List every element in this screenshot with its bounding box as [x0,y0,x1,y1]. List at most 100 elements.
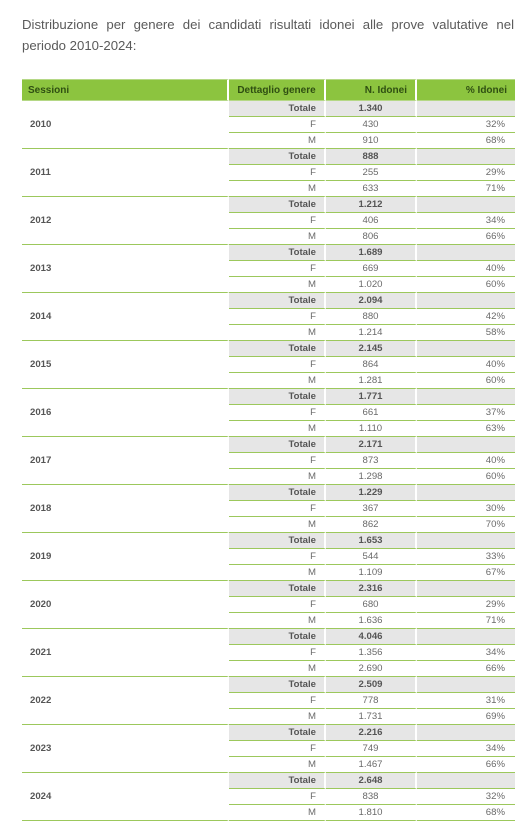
m-count: 633 [326,181,417,197]
table-row-m: M 1.020 60% [22,277,515,293]
session-year: 2010 [22,101,229,149]
m-count: 1.810 [326,805,417,821]
m-pct: 60% [417,469,515,485]
total-pct [417,149,515,165]
f-count: 680 [326,597,417,613]
table-row-totale: 2020 Totale 2.316 [22,581,515,629]
header-pct-idonei: % Idonei [417,79,515,101]
table-row-totale: 2011 Totale 888 [22,149,515,197]
session-year: 2013 [22,245,229,293]
detail-label: F [229,213,326,229]
total-count: 1.229 [326,485,417,501]
table-row-m: M 910 68% [22,133,515,149]
total-count: 888 [326,149,417,165]
detail-label: Totale [229,197,326,213]
f-pct: 40% [417,261,515,277]
table-row-totale: 2013 Totale 1.689 [22,245,515,293]
detail-label: M [229,373,326,389]
total-pct [417,725,515,741]
table-row-m: M 2.690 66% [22,661,515,677]
table-body: 2010 Totale 1.340 F 430 32% M 910 68% 2011 Totale 8… [22,101,515,821]
f-pct: 37% [417,405,515,421]
table-row-m: M 1.281 60% [22,373,515,389]
total-count: 1.212 [326,197,417,213]
table-row-totale: 2014 Totale 2.094 [22,293,515,341]
table-row-f: F 838 32% [22,789,515,805]
detail-label: M [229,709,326,725]
detail-label: M [229,421,326,437]
total-count: 2.509 [326,677,417,693]
m-count: 1.110 [326,421,417,437]
total-pct [417,341,515,357]
detail-label: M [229,565,326,581]
table-row-m: M 1.731 69% [22,709,515,725]
f-count: 544 [326,549,417,565]
session-year: 2022 [22,677,229,725]
table-row-m: M 806 66% [22,229,515,245]
detail-label: M [229,757,326,773]
f-count: 749 [326,741,417,757]
m-count: 1.214 [326,325,417,341]
total-pct [417,245,515,261]
session-year: 2021 [22,629,229,677]
f-pct: 33% [417,549,515,565]
total-pct [417,581,515,597]
detail-label: Totale [229,677,326,693]
detail-label: F [229,741,326,757]
m-pct: 66% [417,229,515,245]
f-pct: 42% [417,309,515,325]
table-row-f: F 864 40% [22,357,515,373]
table-row-f: F 661 37% [22,405,515,421]
total-pct [417,389,515,405]
f-pct: 40% [417,357,515,373]
f-count: 255 [326,165,417,181]
idonei-table: Sessioni Dettaglio genere N. Idonei % Id… [22,79,515,821]
total-count: 4.046 [326,629,417,645]
total-pct [417,437,515,453]
m-count: 1.020 [326,277,417,293]
total-count: 2.648 [326,773,417,789]
detail-label: F [229,117,326,133]
detail-label: Totale [229,341,326,357]
m-pct: 63% [417,421,515,437]
detail-label: Totale [229,149,326,165]
table-row-m: M 1.636 71% [22,613,515,629]
total-count: 1.689 [326,245,417,261]
table-row-f: F 873 40% [22,453,515,469]
table-row-f: F 1.356 34% [22,645,515,661]
detail-label: M [229,469,326,485]
f-count: 864 [326,357,417,373]
detail-label: Totale [229,629,326,645]
table-row-totale: 2022 Totale 2.509 [22,677,515,725]
table-row-m: M 633 71% [22,181,515,197]
m-count: 1.467 [326,757,417,773]
detail-label: M [229,517,326,533]
f-pct: 29% [417,597,515,613]
f-count: 838 [326,789,417,805]
total-count: 2.316 [326,581,417,597]
total-pct [417,197,515,213]
m-count: 806 [326,229,417,245]
f-pct: 40% [417,453,515,469]
total-count: 2.216 [326,725,417,741]
detail-label: Totale [229,245,326,261]
detail-label: F [229,261,326,277]
f-count: 1.356 [326,645,417,661]
table-row-f: F 669 40% [22,261,515,277]
session-year: 2019 [22,533,229,581]
table-row-f: F 544 33% [22,549,515,565]
table-row-f: F 255 29% [22,165,515,181]
detail-label: M [229,613,326,629]
table-row-f: F 680 29% [22,597,515,613]
f-count: 778 [326,693,417,709]
header-n-idonei: N. Idonei [326,79,417,101]
table-row-f: F 749 34% [22,741,515,757]
detail-label: Totale [229,773,326,789]
detail-label: F [229,453,326,469]
session-year: 2023 [22,725,229,773]
f-pct: 32% [417,117,515,133]
detail-label: F [229,549,326,565]
detail-label: Totale [229,725,326,741]
table-row-m: M 1.110 63% [22,421,515,437]
total-count: 1.653 [326,533,417,549]
